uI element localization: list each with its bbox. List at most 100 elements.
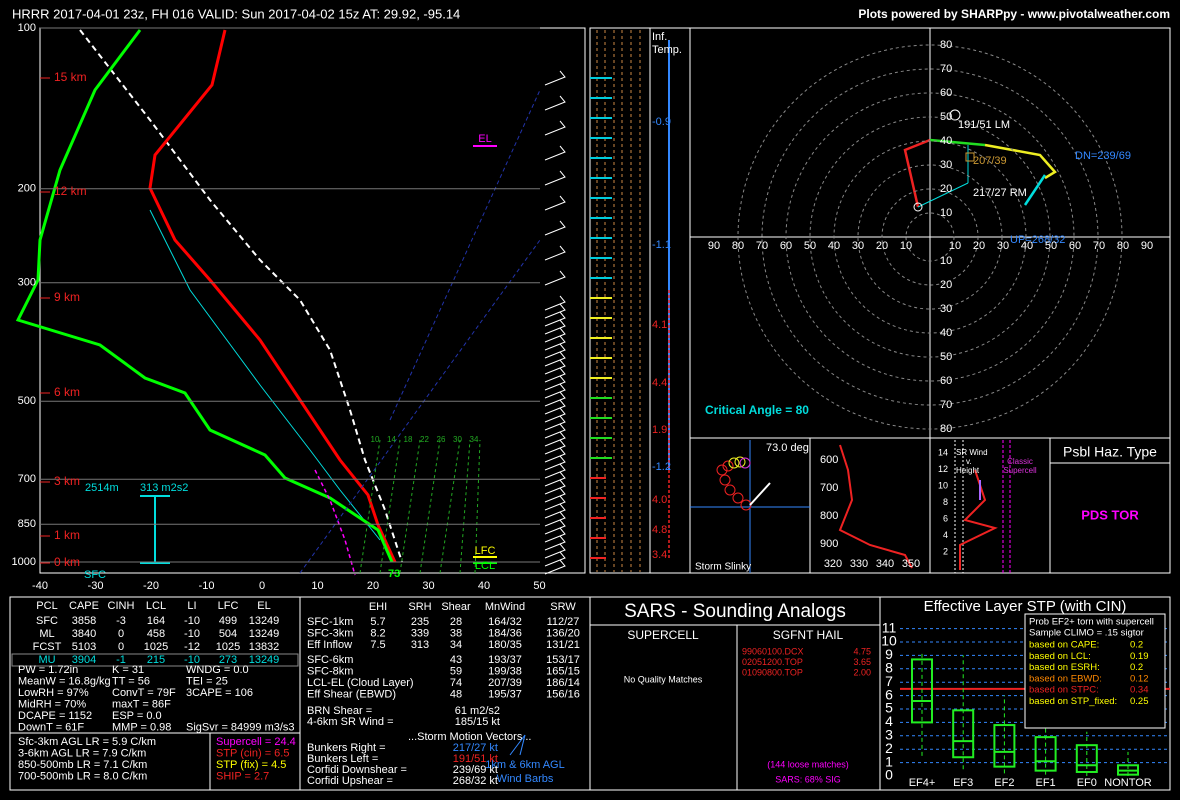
parcel-header: EL <box>257 600 270 612</box>
kin-cell: SFC-3km <box>307 627 353 639</box>
index: SigSvr = 84999 m3/s3 <box>186 721 295 733</box>
prob-title: Prob EF2+ torn with supercell <box>1029 617 1154 628</box>
hodo-ring-label: 20 <box>940 183 952 195</box>
inferred-temp-lines <box>596 28 670 573</box>
mixing-ratio-label: 26 <box>437 435 446 444</box>
parcel-cell: 3858 <box>72 615 96 627</box>
stp-category: EF4+ <box>909 777 936 789</box>
motion-value: 239/69 kt <box>453 764 498 776</box>
inferred-temp-bars <box>590 77 612 559</box>
hodo-axis-label: 50 <box>1045 240 1057 252</box>
hodo-ring <box>785 92 1075 382</box>
hodo-axis-label: 40 <box>828 240 840 252</box>
barb <box>544 195 566 211</box>
header-title: HRRR 2017-04-01 23z, FH 016 VALID: Sun 2… <box>12 6 460 21</box>
stp-ytick: 1 <box>885 753 893 769</box>
prob-value: 0.2 <box>1130 640 1143 651</box>
prob-value: 0.25 <box>1130 696 1149 707</box>
index: DCAPE = 1152 <box>18 710 92 722</box>
temp-label: 0 <box>259 580 265 592</box>
hodo-axis-label: 70 <box>1093 240 1105 252</box>
temp-label: -30 <box>88 580 104 592</box>
kin-cell: 193/37 <box>488 654 522 666</box>
pressure-label: 700 <box>18 473 36 485</box>
barb <box>544 170 566 186</box>
pressure-label: 300 <box>18 277 36 289</box>
hail-match-value: 3.65 <box>853 657 871 667</box>
temp-label: -20 <box>143 580 159 592</box>
kin-header: MnWind <box>485 601 525 613</box>
wind-barbs <box>544 70 566 575</box>
index: MMP = 0.98 <box>112 721 171 733</box>
sr-wind-drawing <box>954 440 1011 573</box>
parcel-cell: 13249 <box>249 615 280 627</box>
lapse-rate: 700-500mb LR = 8.0 C/km <box>18 770 147 782</box>
slinky-angle: 73.0 deg <box>766 442 809 454</box>
stp-category: EF1 <box>1036 777 1056 789</box>
stp-ytick: 4 <box>885 713 893 729</box>
kin-cell: 235 <box>411 616 429 628</box>
inf-temp-value: -0.9 <box>652 116 671 128</box>
slinky-drawing <box>690 440 810 573</box>
barb <box>544 311 566 327</box>
height-label: 15 km <box>54 70 87 84</box>
parcel-cell: 504 <box>219 628 237 640</box>
kin-cell: Eff Inflow <box>307 639 352 651</box>
hodo-axis-label: 20 <box>876 240 888 252</box>
sr-wind-label: Classic <box>1007 457 1033 466</box>
barb <box>544 367 566 383</box>
parcel-cell: -12 <box>184 641 200 653</box>
stp-category: EF0 <box>1077 777 1097 789</box>
index: TEI = 25 <box>186 675 228 687</box>
stp-box <box>952 709 975 759</box>
theta-e-pressure: 800 <box>820 510 838 522</box>
hodo-ring-label: 80 <box>940 39 952 51</box>
hodo-ring-label: 40 <box>940 327 952 339</box>
parcel-cell: 1025 <box>144 641 168 653</box>
prob-title: Sample CLIMO = .15 sigtor <box>1029 628 1144 639</box>
parcel-cell: 3840 <box>72 628 96 640</box>
barb <box>544 245 566 261</box>
barb <box>544 351 566 367</box>
inf-temp-value: 4.0 <box>652 494 667 506</box>
kin-cell: 153/17 <box>546 654 580 666</box>
temp-label: 20 <box>367 580 379 592</box>
theta-e-pressure: 900 <box>820 538 838 550</box>
hodo-ring <box>809 116 1051 358</box>
composite: STP (fix) = 4.5 <box>216 759 286 771</box>
header-credit: Plots powered by SHARPpy - www.pivotalwe… <box>858 7 1170 21</box>
theta-e-value: 350 <box>902 558 920 570</box>
barb <box>544 343 566 359</box>
inf-temp-value: 3.4 <box>652 549 667 561</box>
stp-ytick: 0 <box>885 767 893 783</box>
parcel-cell: 13249 <box>249 654 280 666</box>
hodo-axis-label: 90 <box>708 240 720 252</box>
hodo-ring <box>761 68 1099 406</box>
hodo-axis-label: 90 <box>1141 240 1153 252</box>
hodo-ring-label: 60 <box>940 375 952 387</box>
hazard-type: PDS TOR <box>1081 507 1139 522</box>
kin-cell: 186/14 <box>546 677 580 689</box>
stp-box <box>911 658 933 724</box>
mixing-ratio-label: 30 <box>453 435 462 444</box>
sr-wind-title: SR Wind <box>956 448 988 457</box>
hodo-axis-label: 40 <box>1021 240 1033 252</box>
barb <box>544 503 566 519</box>
barb-legend-icon <box>509 734 526 756</box>
stp-category: NONTOR <box>1104 777 1152 789</box>
motion-label: Bunkers Right = <box>307 742 386 754</box>
barb <box>544 543 566 559</box>
inflow-srh: 313 m2s2 <box>140 482 188 494</box>
index: MidRH = 70% <box>18 698 86 710</box>
barb <box>544 495 566 511</box>
prob-label: based on LCL: <box>1029 651 1091 662</box>
stp-box <box>1034 736 1057 772</box>
lapse-rate: 850-500mb LR = 7.1 C/km <box>18 759 147 771</box>
parcel-cell: 458 <box>147 628 165 640</box>
theta-e-pressure: 700 <box>820 482 838 494</box>
kin-cell: 199/38 <box>488 665 522 677</box>
pressure-label: 200 <box>18 183 36 195</box>
sr-wind-height: 4 <box>943 530 948 540</box>
kin-header: SRW <box>550 601 576 613</box>
mu-highlight <box>11 653 299 667</box>
